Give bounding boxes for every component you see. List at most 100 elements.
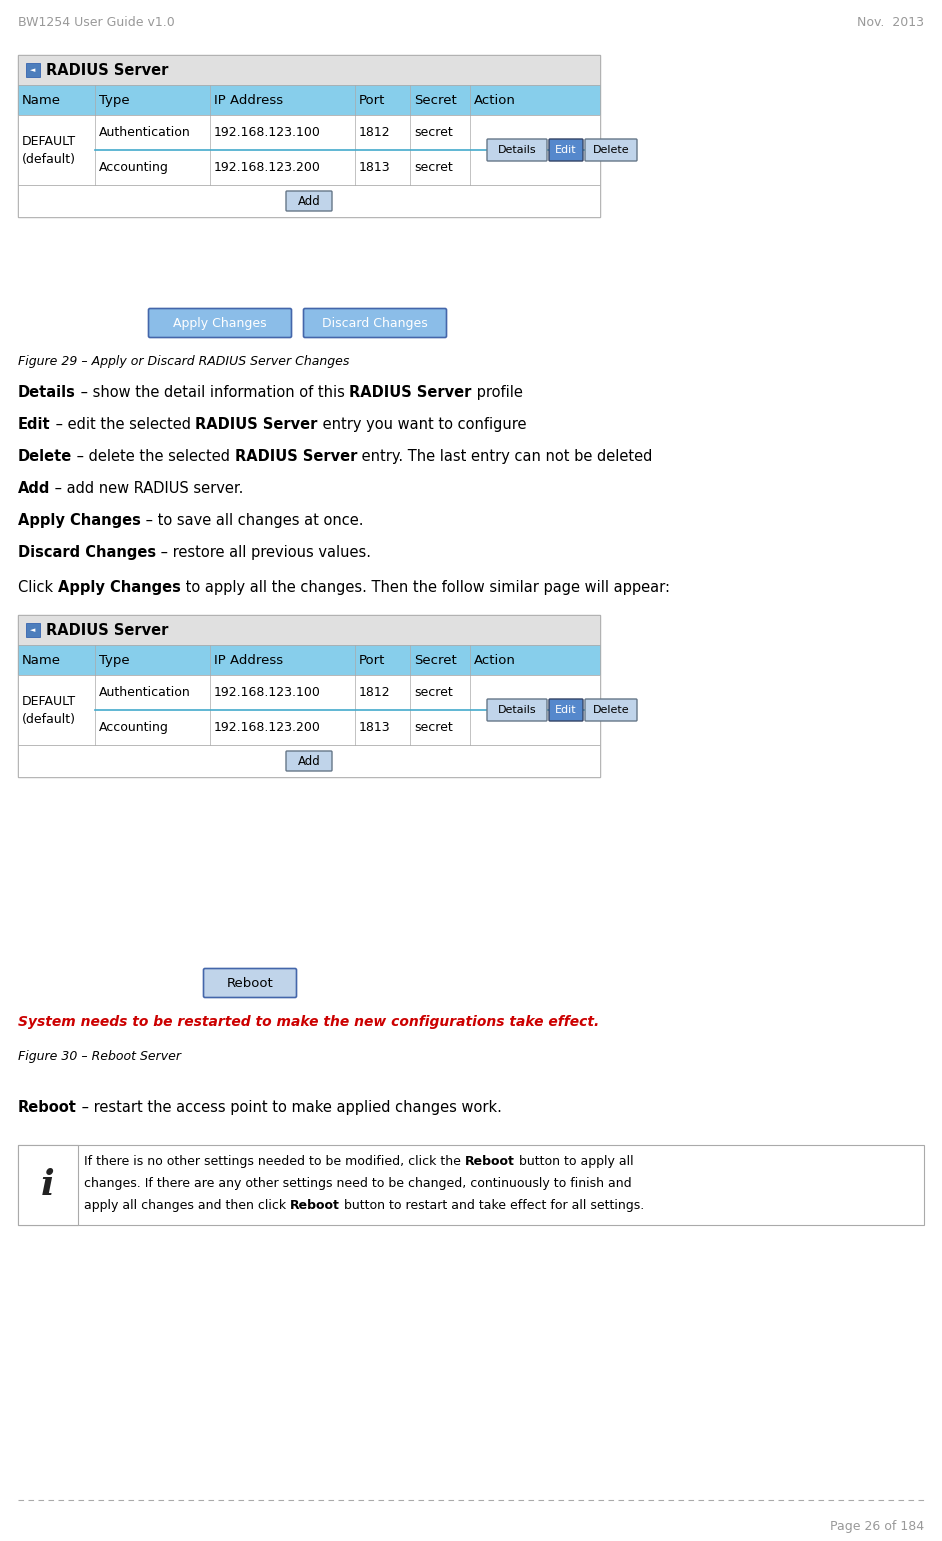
Text: IP Address: IP Address	[214, 653, 284, 667]
Text: button to restart and take effect for all settings.: button to restart and take effect for al…	[340, 1199, 644, 1213]
Text: Action: Action	[474, 653, 516, 667]
Text: button to apply all: button to apply all	[514, 1156, 633, 1168]
Text: Details: Details	[497, 704, 536, 715]
Text: profile: profile	[472, 385, 523, 401]
Text: Apply Changes: Apply Changes	[18, 513, 141, 529]
FancyBboxPatch shape	[303, 308, 447, 337]
Bar	[26, 63, 40, 77]
Text: 192.168.123.200: 192.168.123.200	[214, 160, 321, 174]
Bar	[18, 85, 600, 116]
Bar	[18, 646, 600, 675]
FancyBboxPatch shape	[203, 968, 297, 997]
Text: secret: secret	[414, 721, 453, 734]
FancyBboxPatch shape	[549, 139, 583, 160]
Text: ◄: ◄	[30, 66, 36, 72]
FancyBboxPatch shape	[487, 700, 547, 721]
Text: Action: Action	[474, 94, 516, 106]
Text: – delete the selected: – delete the selected	[73, 448, 235, 464]
Text: Accounting: Accounting	[99, 721, 169, 734]
Text: – edit the selected: – edit the selected	[51, 418, 195, 431]
Text: Apply Changes: Apply Changes	[57, 579, 181, 595]
Text: secret: secret	[414, 160, 453, 174]
Text: Type: Type	[99, 94, 130, 106]
Bar	[18, 1145, 78, 1225]
Text: System needs to be restarted to make the new configurations take effect.: System needs to be restarted to make the…	[18, 1016, 599, 1029]
Text: Secret: Secret	[414, 653, 457, 667]
Text: IP Address: IP Address	[214, 94, 284, 106]
FancyBboxPatch shape	[585, 700, 637, 721]
Text: Add: Add	[298, 194, 320, 208]
Text: Delete: Delete	[593, 704, 629, 715]
Text: Edit: Edit	[555, 145, 577, 156]
Text: Discard Changes: Discard Changes	[18, 546, 156, 559]
Text: ◄: ◄	[30, 627, 36, 633]
Bar	[18, 615, 600, 777]
Text: BW1254 User Guide v1.0: BW1254 User Guide v1.0	[18, 15, 175, 29]
Text: Add: Add	[18, 481, 50, 496]
Text: Delete: Delete	[593, 145, 629, 156]
Text: Edit: Edit	[18, 418, 51, 431]
Bar	[18, 744, 600, 777]
Text: Add: Add	[298, 755, 320, 767]
Text: Discard Changes: Discard Changes	[322, 316, 428, 330]
Bar	[26, 623, 40, 636]
Text: Figure 29 – Apply or Discard RADIUS Server Changes: Figure 29 – Apply or Discard RADIUS Serv…	[18, 354, 349, 368]
Text: DEFAULT
(default): DEFAULT (default)	[22, 134, 76, 165]
Text: Delete: Delete	[18, 448, 73, 464]
FancyBboxPatch shape	[149, 308, 291, 337]
Bar	[18, 116, 600, 185]
Text: Details: Details	[497, 145, 536, 156]
FancyBboxPatch shape	[487, 139, 547, 160]
FancyBboxPatch shape	[286, 750, 332, 770]
Text: Port: Port	[359, 653, 385, 667]
Text: RADIUS Server: RADIUS Server	[46, 623, 169, 638]
Text: RADIUS Server: RADIUS Server	[349, 385, 472, 401]
Text: Reboot: Reboot	[290, 1199, 340, 1213]
Bar	[18, 1145, 924, 1225]
Bar	[18, 185, 600, 217]
Text: Reboot: Reboot	[464, 1156, 514, 1168]
Text: RADIUS Server: RADIUS Server	[235, 448, 357, 464]
Text: Name: Name	[22, 653, 61, 667]
Text: Reboot: Reboot	[18, 1100, 77, 1116]
FancyBboxPatch shape	[549, 700, 583, 721]
Text: Nov.  2013: Nov. 2013	[857, 15, 924, 29]
Text: RADIUS Server: RADIUS Server	[195, 418, 317, 431]
Text: – restart the access point to make applied changes work.: – restart the access point to make appli…	[77, 1100, 502, 1116]
Text: DEFAULT
(default): DEFAULT (default)	[22, 695, 76, 726]
Text: – restore all previous values.: – restore all previous values.	[156, 546, 371, 559]
Text: 1812: 1812	[359, 126, 391, 139]
Text: 192.168.123.100: 192.168.123.100	[214, 686, 321, 700]
Bar	[18, 615, 600, 646]
Text: Details: Details	[18, 385, 76, 401]
Text: entry you want to configure: entry you want to configure	[317, 418, 527, 431]
Text: Reboot: Reboot	[227, 977, 273, 989]
FancyBboxPatch shape	[585, 139, 637, 160]
Text: Click: Click	[18, 579, 57, 595]
Text: changes. If there are any other settings need to be changed, continuously to fin: changes. If there are any other settings…	[84, 1177, 632, 1190]
Text: If there is no other settings needed to be modified, click the: If there is no other settings needed to …	[84, 1156, 464, 1168]
Text: 1813: 1813	[359, 160, 391, 174]
Text: i: i	[41, 1168, 55, 1202]
Bar	[18, 675, 600, 744]
Text: secret: secret	[414, 126, 453, 139]
Text: Name: Name	[22, 94, 61, 106]
Bar	[18, 55, 600, 85]
Text: secret: secret	[414, 686, 453, 700]
Text: apply all changes and then click: apply all changes and then click	[84, 1199, 290, 1213]
Text: 192.168.123.200: 192.168.123.200	[214, 721, 321, 734]
Bar	[18, 55, 600, 217]
Text: Secret: Secret	[414, 94, 457, 106]
Text: Accounting: Accounting	[99, 160, 169, 174]
Text: Authentication: Authentication	[99, 126, 190, 139]
Text: – show the detail information of this: – show the detail information of this	[76, 385, 349, 401]
Text: – add new RADIUS server.: – add new RADIUS server.	[50, 481, 244, 496]
FancyBboxPatch shape	[286, 191, 332, 211]
Text: 192.168.123.100: 192.168.123.100	[214, 126, 321, 139]
Text: – to save all changes at once.: – to save all changes at once.	[141, 513, 364, 529]
Text: 1813: 1813	[359, 721, 391, 734]
Text: Type: Type	[99, 653, 130, 667]
Text: 1812: 1812	[359, 686, 391, 700]
Text: Figure 30 – Reboot Server: Figure 30 – Reboot Server	[18, 1049, 181, 1063]
Text: RADIUS Server: RADIUS Server	[46, 63, 169, 77]
